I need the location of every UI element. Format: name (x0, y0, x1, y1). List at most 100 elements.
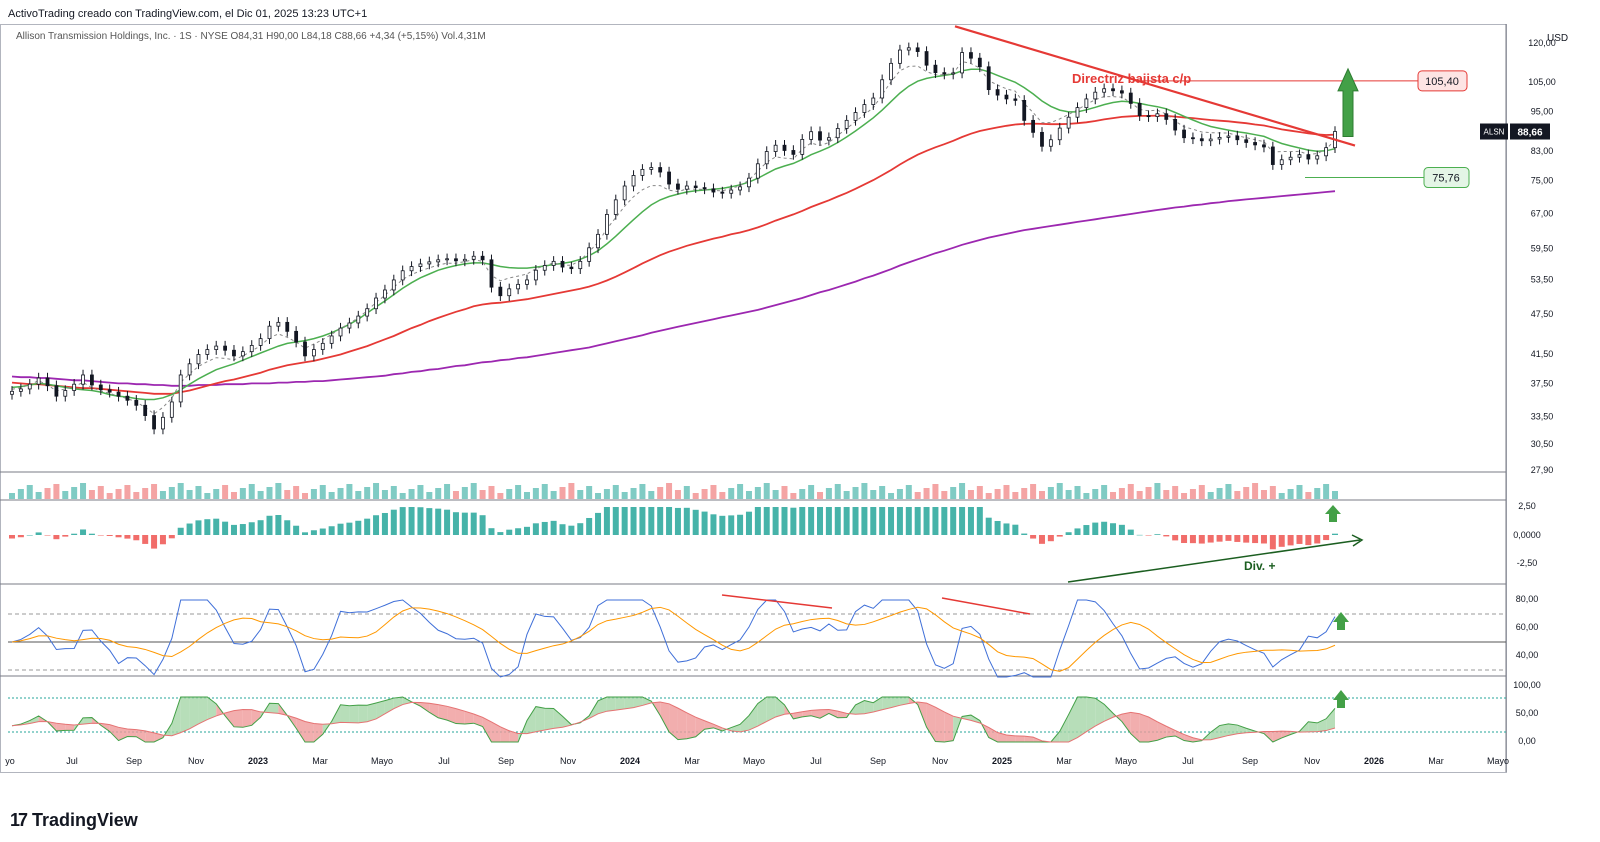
macd-tick-label: 0,0000 (1513, 530, 1541, 540)
volume-bar (1225, 484, 1232, 499)
candle-body (1004, 94, 1009, 100)
osc-fill-segment (944, 711, 954, 742)
volume-bar (1296, 485, 1303, 499)
macd-histogram-bar (186, 523, 193, 535)
currency-label[interactable]: USD (1547, 33, 1569, 44)
volume-bar (17, 489, 24, 499)
candle-body (214, 345, 219, 350)
macd-histogram-bar (541, 521, 548, 535)
macd-histogram-bar (825, 507, 832, 535)
candle-body (498, 286, 503, 297)
macd-histogram-bar (399, 507, 406, 535)
volume-bar (923, 488, 930, 499)
macd-histogram-bar (373, 515, 380, 535)
volume-bar (479, 490, 486, 499)
osc-line (11, 696, 1336, 743)
volume-bar (630, 488, 637, 499)
volume-bar (1145, 487, 1152, 499)
candle-body (711, 188, 716, 193)
macd-histogram-bar (808, 507, 815, 535)
osc-fill-segment (837, 711, 847, 718)
candle-body (223, 345, 228, 351)
macd-histogram-bar (470, 512, 477, 535)
osc-fill-segment (233, 709, 243, 728)
time-tick-label: 2024 (620, 756, 640, 766)
osc-fill-segment (1210, 725, 1220, 740)
macd-histogram-bar (586, 517, 593, 535)
candle-body (755, 163, 760, 179)
osc-fill-segment (367, 702, 377, 722)
volume-bar (284, 490, 291, 499)
osc-tick-label: 0,00 (1518, 736, 1536, 746)
macd-histogram-bar (550, 520, 557, 535)
osc-fill-segment (269, 703, 279, 714)
macd-histogram-bar (80, 529, 87, 535)
macd-histogram-bar (248, 522, 255, 535)
candle-body (1297, 154, 1302, 158)
time-tick-label: 2026 (1364, 756, 1384, 766)
macd-histogram-bar (204, 519, 211, 535)
candle-body (649, 167, 654, 170)
volume-bar (550, 491, 557, 499)
volume-bar (337, 488, 344, 499)
symbol-legend[interactable]: Allison Transmission Holdings, Inc. · 1S… (16, 31, 486, 42)
osc-fill-segment (482, 717, 492, 742)
price-tick-label: 27,90 (1531, 465, 1554, 475)
candle-body (729, 189, 734, 194)
candle-body (356, 315, 361, 324)
candle-body (1013, 98, 1018, 101)
candle-body (1164, 113, 1169, 120)
tradingview-mark-icon: 17 (10, 810, 28, 830)
volume-bar (470, 483, 477, 499)
volume-bar (399, 493, 406, 499)
candle-body (702, 187, 707, 190)
volume-bar (497, 493, 504, 499)
osc-fill-segment (109, 724, 119, 741)
candle-body (374, 297, 378, 310)
volume-bar (230, 492, 237, 499)
candle-body (560, 260, 565, 268)
price-tick-label: 75,00 (1531, 175, 1554, 185)
osc-fill-segment (1068, 697, 1078, 742)
macd-histogram-bar (1065, 532, 1072, 535)
volume-bar (435, 488, 442, 499)
candle-body (107, 389, 112, 393)
volume-bar (53, 484, 60, 499)
candle-body (1324, 147, 1329, 157)
macd-histogram-bar (1296, 535, 1303, 544)
volume-bar (1038, 491, 1045, 499)
osc-fill-segment (189, 697, 199, 729)
macd-histogram-bar (71, 533, 78, 535)
volume-bar (967, 490, 974, 499)
macd-histogram-bar (1181, 535, 1188, 543)
candle-body (1306, 154, 1311, 160)
osc-fill-segment (935, 707, 945, 742)
volume-bar (80, 483, 87, 499)
divergence-arrowhead-icon (1351, 534, 1364, 547)
osc-fill-segment (1006, 735, 1016, 742)
macd-histogram-bar (861, 507, 868, 535)
candle-body (525, 279, 529, 285)
osc-fill-segment (1184, 734, 1193, 742)
time-tick-label: Nov (1304, 756, 1321, 766)
macd-histogram-bar (1047, 535, 1054, 542)
macd-histogram-bar (745, 511, 752, 535)
volume-bar (808, 485, 815, 499)
volume-bar (71, 487, 78, 499)
volume-bar (1207, 492, 1214, 499)
macd-histogram-bar (1030, 535, 1037, 539)
macd-histogram-bar (1021, 533, 1028, 535)
macd-histogram-bar (905, 507, 912, 535)
volume-bar (763, 483, 770, 499)
tradingview-logo[interactable]: 17 TradingView (10, 810, 138, 831)
osc-fill-segment (1272, 731, 1282, 742)
macd-histogram-bar (319, 528, 326, 535)
last-price-badge (1510, 123, 1550, 140)
macd-histogram-bar (133, 535, 140, 541)
macd-histogram-bar (674, 507, 681, 535)
time-tick-label: Jul (810, 756, 822, 766)
macd-histogram-bar (843, 507, 850, 535)
volume-bar (124, 485, 131, 499)
candle-body (915, 47, 920, 52)
macd-histogram-bar (390, 509, 397, 535)
